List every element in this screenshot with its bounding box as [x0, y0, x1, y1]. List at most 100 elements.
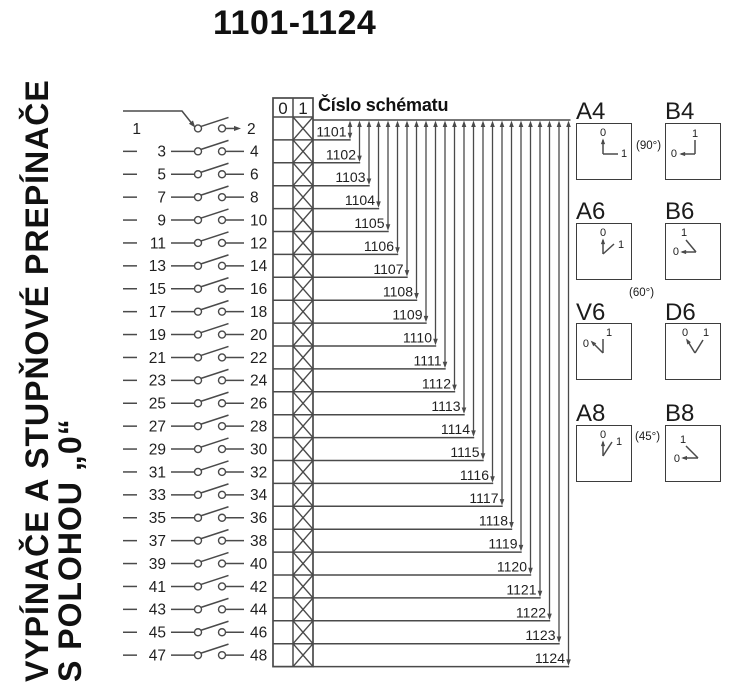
contact-number-right: 30 — [250, 441, 268, 458]
x-mark — [292, 414, 314, 439]
panel-label-A4: A4 — [576, 98, 606, 125]
x-mark — [292, 139, 314, 164]
position-one-label: 1 — [616, 436, 622, 448]
schema-number: 1112 — [422, 375, 451, 391]
switch-blade — [200, 437, 229, 448]
switch-blade — [200, 231, 229, 242]
contact-terminal — [193, 376, 203, 385]
contact-terminal — [193, 421, 203, 431]
x-mark — [292, 620, 314, 645]
schema-number: 1117 — [469, 490, 498, 506]
angle-note: (60°) — [629, 287, 655, 299]
contact-number-right: 48 — [250, 647, 267, 664]
switch-blade — [200, 460, 229, 471]
contact-number-left: 19 — [149, 327, 166, 344]
contact-terminal — [193, 650, 203, 660]
switch-blade — [200, 528, 229, 540]
contact-row: 17 18 — [123, 299, 267, 321]
contact-terminal — [217, 124, 227, 133]
contact-row: 21 22 — [123, 345, 267, 367]
position-zero-label: 0 — [671, 148, 677, 160]
contact-terminal — [193, 124, 203, 133]
angle-note: (45°) — [635, 431, 661, 443]
contact-row: 35 36 — [123, 506, 267, 527]
position-diagram-drawing: 01 — [673, 227, 697, 258]
x-mark — [292, 185, 314, 210]
x-mark — [292, 253, 314, 278]
panel-label-V6: V6 — [576, 299, 606, 326]
schema-number: 1122 — [516, 604, 546, 620]
contact-number-right: 46 — [250, 625, 267, 642]
switch-blade — [200, 391, 229, 402]
contact-number-right: 4 — [250, 144, 259, 161]
contact-number-left: 23 — [149, 373, 166, 390]
contact-number-right: 40 — [250, 556, 268, 573]
contact-number-right: 34 — [250, 487, 268, 504]
contact-number-right: 36 — [250, 510, 267, 527]
contact-terminal — [217, 536, 227, 545]
position-diagram-drawing: 01 — [674, 434, 699, 465]
contact-terminal — [217, 513, 227, 522]
contact-terminal — [193, 170, 203, 179]
contact-number-left: 35 — [149, 510, 166, 527]
schema-number: 1107 — [373, 261, 403, 277]
schema-number: 1105 — [354, 215, 384, 231]
contact-row: 15 16 — [123, 277, 267, 298]
contact-number-right: 8 — [250, 189, 259, 206]
contact-terminal — [193, 490, 203, 500]
contact-terminal — [217, 582, 227, 591]
x-mark — [292, 322, 314, 347]
contact-number-right: 16 — [250, 281, 267, 298]
panel-label-B6: B6 — [665, 198, 695, 225]
position-one-label: 1 — [606, 327, 612, 339]
contact-terminal — [217, 192, 227, 202]
schema-number: 1123 — [525, 627, 555, 643]
switch-blade — [200, 574, 229, 586]
contact-number-left: 9 — [157, 212, 166, 229]
contact-terminal — [217, 330, 227, 339]
x-mark — [292, 437, 314, 461]
contact-terminal — [193, 192, 203, 202]
contact-number-left: 11 — [150, 235, 166, 252]
switch-blade — [200, 506, 229, 517]
contact-number-left: 21 — [149, 350, 166, 367]
contact-terminal — [217, 170, 227, 179]
x-mark — [292, 299, 314, 324]
position-diagram-drawing: 01 — [600, 227, 624, 255]
contact-terminal — [193, 353, 203, 362]
contact-terminal — [193, 467, 203, 477]
x-mark — [292, 597, 314, 622]
x-mark — [292, 574, 314, 599]
contact-row: 9 10 — [123, 208, 268, 229]
position-zero-label: 0 — [600, 429, 606, 441]
contact-number-left: 31 — [149, 464, 166, 481]
position-one-label: 1 — [618, 239, 624, 251]
contact-terminal — [217, 650, 227, 660]
contact-terminal — [193, 536, 203, 545]
schema-number: 1101 — [316, 123, 346, 139]
contact-number-right: 44 — [250, 602, 268, 619]
contact-row: 37 38 — [123, 528, 267, 550]
switch-blade — [200, 643, 229, 654]
position-zero-label: 0 — [600, 227, 606, 239]
table-col-header-0: 0 — [278, 99, 288, 118]
schema-number-arrows: 1101 1102 1103 1104 1105 1106 1107 1108 1109 1110… — [313, 119, 571, 668]
schema-number: 1124 — [535, 650, 565, 666]
contact-terminal — [193, 582, 203, 591]
contact-number-left: 43 — [149, 602, 166, 619]
schema-number-label: Číslo schématu — [318, 95, 449, 115]
contact-number-right: 42 — [250, 579, 267, 596]
position-zero-label: 0 — [673, 246, 679, 258]
switch-blade — [200, 322, 229, 334]
contact-row: 11 12 — [123, 231, 267, 252]
page-title: 1101-1124 — [213, 4, 377, 42]
contact-terminal — [193, 261, 203, 271]
